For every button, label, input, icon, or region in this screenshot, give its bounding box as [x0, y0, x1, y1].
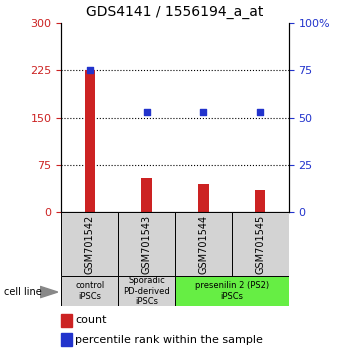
Text: Sporadic
PD-derived
iPSCs: Sporadic PD-derived iPSCs — [123, 276, 170, 306]
Bar — [118, 212, 175, 276]
Bar — [61, 314, 72, 327]
Text: cell line: cell line — [4, 287, 41, 297]
Point — [144, 109, 149, 115]
Bar — [118, 276, 175, 306]
Bar — [175, 276, 289, 306]
Bar — [232, 212, 289, 276]
Bar — [61, 276, 118, 306]
Text: GSM701545: GSM701545 — [255, 215, 265, 274]
Bar — [141, 178, 152, 212]
Bar — [85, 70, 95, 212]
Text: percentile rank within the sample: percentile rank within the sample — [75, 335, 263, 345]
Bar — [61, 333, 72, 346]
Bar — [61, 212, 118, 276]
Polygon shape — [40, 286, 58, 298]
Bar — [255, 190, 265, 212]
Title: GDS4141 / 1556194_a_at: GDS4141 / 1556194_a_at — [86, 5, 264, 19]
Text: count: count — [75, 315, 106, 325]
Point — [87, 68, 92, 73]
Text: GSM701542: GSM701542 — [85, 215, 95, 274]
Text: presenilin 2 (PS2)
iPSCs: presenilin 2 (PS2) iPSCs — [195, 281, 269, 301]
Text: GSM701544: GSM701544 — [198, 215, 209, 274]
Bar — [175, 212, 232, 276]
Point — [258, 109, 263, 115]
Text: control
iPSCs: control iPSCs — [75, 281, 104, 301]
Bar — [198, 184, 209, 212]
Point — [201, 109, 206, 115]
Text: GSM701543: GSM701543 — [141, 215, 152, 274]
